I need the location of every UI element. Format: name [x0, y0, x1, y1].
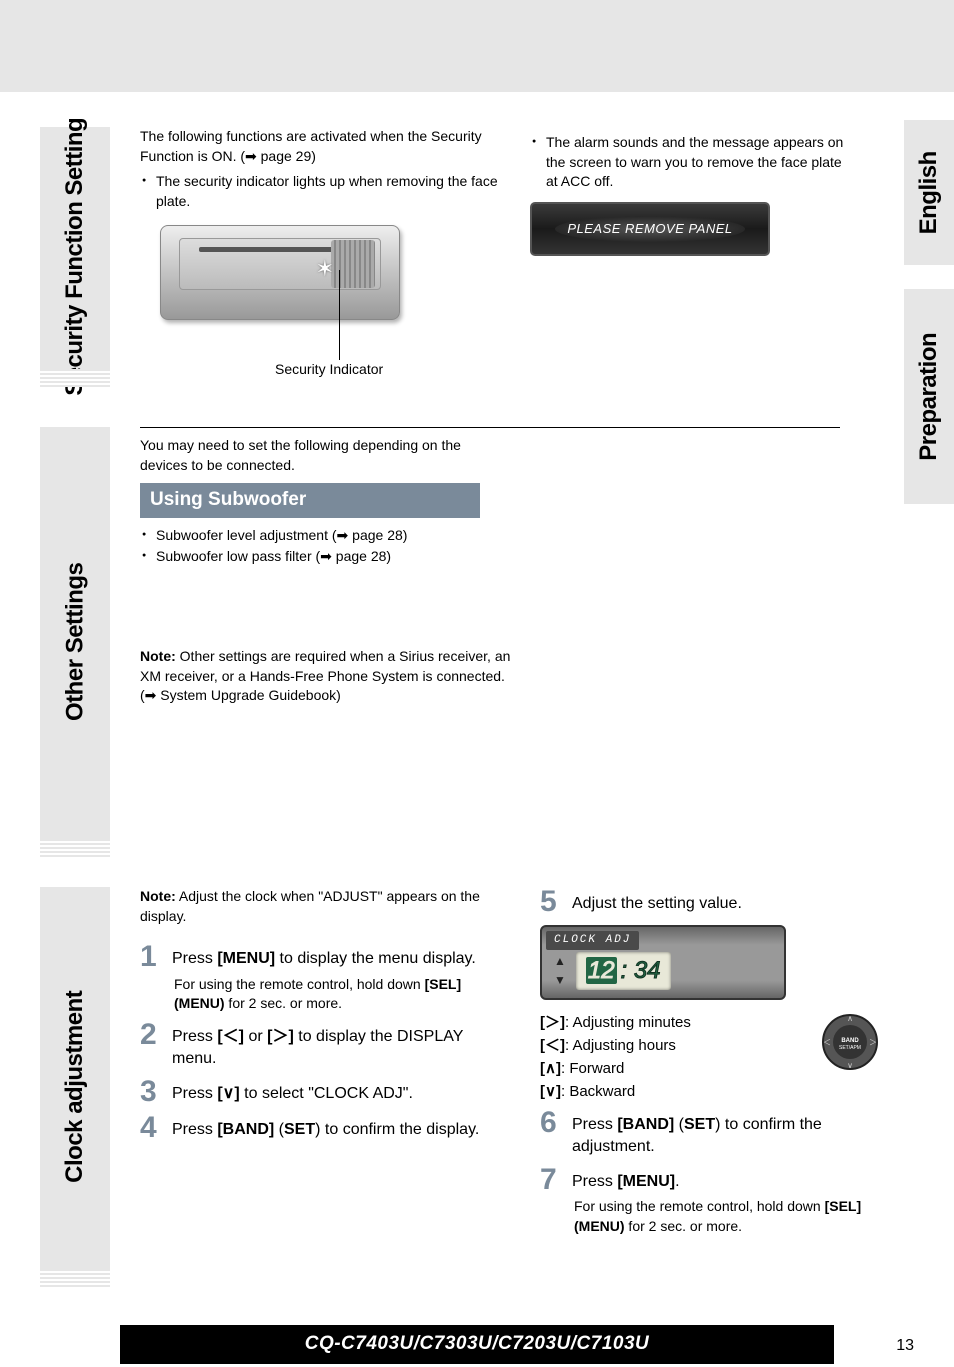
- clock-arrows-icon: ▲▼: [554, 953, 566, 989]
- security-bullet-left: The security indicator lights up when re…: [140, 172, 500, 211]
- indicator-caption: Security Indicator: [275, 360, 383, 380]
- page-number: 13: [896, 1335, 914, 1357]
- clock-display-panel: CLOCK ADJ ▲▼ 12 : 34: [540, 925, 786, 1000]
- svg-text:∧: ∧: [847, 1014, 853, 1023]
- subwoofer-bullet-1: Subwoofer level adjustment (➡ page 28): [140, 526, 512, 546]
- step-5-text: Adjust the setting value.: [572, 887, 742, 917]
- step-num-5: 5: [540, 887, 562, 917]
- svg-text:BAND: BAND: [841, 1038, 859, 1044]
- device-illustration: ✶ Security Indicator: [160, 225, 410, 360]
- other-note-text: Other settings are required when a Siriu…: [140, 648, 510, 703]
- step-num-4: 4: [140, 1113, 162, 1143]
- security-intro: The following functions are activated wh…: [140, 127, 500, 166]
- subhead-subwoofer: Using Subwoofer: [140, 483, 480, 518]
- sidebar-tab-clock: Clock adjustment: [40, 887, 110, 1287]
- svg-text:＞: ＞: [869, 1038, 877, 1047]
- control-key-4: [∨]: Backward: [540, 1081, 880, 1102]
- step-3-text: Press [∨] to select "CLOCK ADJ".: [172, 1077, 413, 1107]
- subwoofer-bullet-2: Subwoofer low pass filter (➡ page 28): [140, 547, 512, 567]
- step-6-text: Press [BAND] (SET) to confirm the adjust…: [572, 1108, 880, 1159]
- clock-panel-title: CLOCK ADJ: [546, 931, 639, 950]
- step-num-2: 2: [140, 1020, 162, 1071]
- clock-note-label: Note:: [140, 888, 176, 904]
- step-num-3: 3: [140, 1077, 162, 1107]
- step-7-note: For using the remote control, hold down …: [572, 1197, 880, 1236]
- clock-colon: :: [620, 957, 633, 984]
- svg-text:＜: ＜: [823, 1038, 831, 1047]
- step-1-text: Press [MENU] to display the menu display…: [172, 942, 510, 970]
- rail-label-section: Preparation: [912, 333, 946, 461]
- sidebar-label-other: Other Settings: [58, 563, 92, 721]
- svg-text:SET/APM: SET/APM: [839, 1045, 861, 1051]
- step-1-note: For using the remote control, hold down …: [172, 975, 510, 1014]
- footer-models: CQ-C7403U/C7303U/C7203U/C7103U: [120, 1325, 834, 1364]
- sidebar-label-clock: Clock adjustment: [58, 991, 92, 1183]
- sidebar-tab-security: Security Function Setting: [40, 127, 110, 387]
- step-4-text: Press [BAND] (SET) to confirm the displa…: [172, 1113, 479, 1143]
- rail-label-language: English: [912, 151, 946, 234]
- step-7-text: Press [MENU].: [572, 1165, 880, 1193]
- svg-text:∨: ∨: [847, 1061, 853, 1070]
- clock-note-text: Adjust the clock when "ADJUST" appears o…: [140, 888, 480, 924]
- sidebar-sublabel-setting: Setting: [58, 118, 92, 196]
- step-num-7: 7: [540, 1165, 562, 1237]
- step-num-1: 1: [140, 942, 162, 1014]
- other-note-label: Note:: [140, 648, 176, 664]
- security-bullet-right: The alarm sounds and the message appears…: [530, 133, 850, 192]
- sidebar-label-security: Security Function: [58, 202, 92, 396]
- top-banner: [0, 0, 954, 92]
- remove-panel-display: PLEASE REMOVE PANEL: [530, 202, 770, 256]
- sidebar-tab-other: Other Settings: [40, 427, 110, 857]
- remove-panel-text: PLEASE REMOVE PANEL: [555, 216, 744, 242]
- other-intro: You may need to set the following depend…: [140, 436, 512, 475]
- step-num-6: 6: [540, 1108, 562, 1159]
- band-knob-icon: BAND SET/APM ∧ ∨ ＜ ＞: [820, 1012, 880, 1072]
- clock-minutes: 34: [634, 957, 661, 984]
- step-2-text: Press [＜] or [＞] to display the DISPLAY …: [172, 1020, 510, 1071]
- clock-hours: 12: [586, 957, 617, 984]
